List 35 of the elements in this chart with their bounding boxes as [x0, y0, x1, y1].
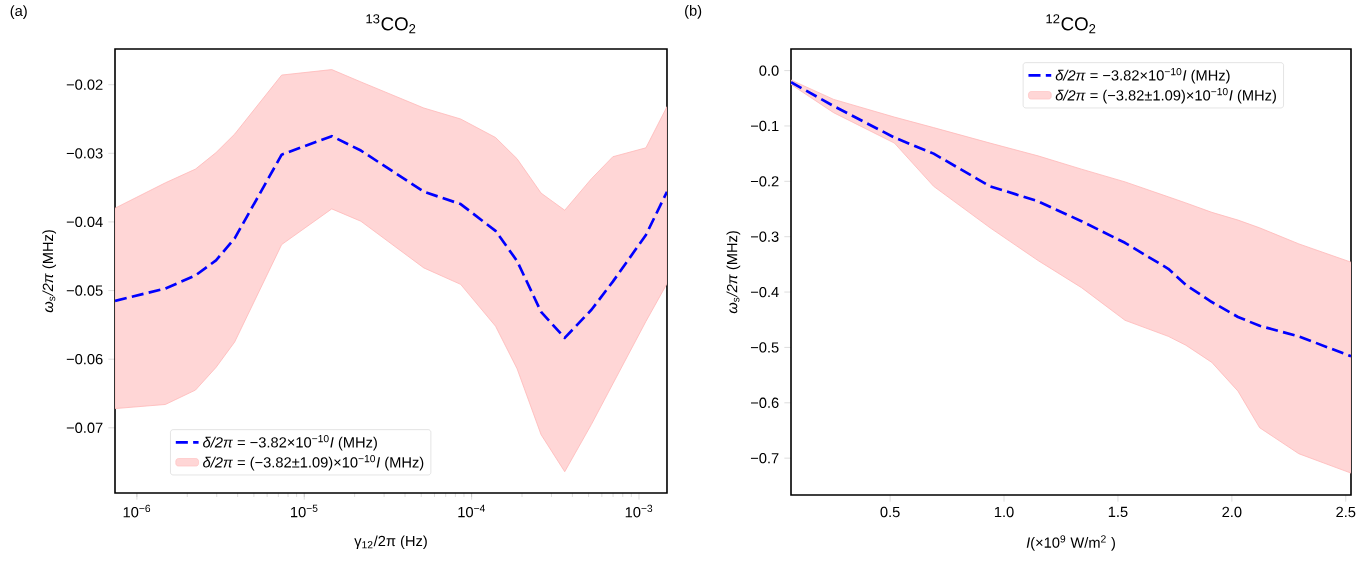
y-tick-label: −0.05 — [66, 285, 103, 296]
y-axis-title: ω$_{s}$/2π (MHz) — [42, 230, 57, 313]
text: (b) — [685, 5, 702, 19]
y-tick-label: −0.5 — [750, 342, 779, 353]
text: (a) — [10, 5, 27, 19]
y-tick-label: 0.0 — [759, 65, 779, 76]
x-tick-label: 10$^{−3}$ — [625, 504, 653, 518]
y-tick-label: −0.1 — [750, 120, 779, 132]
y-tick-label: −0.02 — [66, 79, 103, 90]
y-tick-label: −0.2 — [750, 176, 779, 187]
y-tick-label: −0.04 — [66, 216, 103, 228]
x-tick-label: 2.0 — [1222, 506, 1242, 518]
chart-title: $^{13}$CO$_{2}$ — [366, 14, 416, 34]
x-tick-label: 1.5 — [1108, 506, 1128, 518]
x-axis-title: γ$_{12}$/2π (Hz) — [354, 535, 427, 550]
x-axis-title: I(×10$^{9}$ W/m$^{2}$ ) — [1026, 535, 1115, 551]
legend-label: δ/2π = −3.82×10$^{−10}$I (MHz) — [203, 434, 377, 451]
x-tick-label: 10$^{−5}$ — [291, 504, 318, 518]
legend-label: δ/2π = −3.82×10$^{−10}$I (MHz) — [1055, 67, 1230, 84]
y-tick-label: −0.6 — [750, 397, 779, 408]
y-tick-label: −0.03 — [66, 148, 103, 159]
x-tick-label: 2.5 — [1336, 506, 1356, 518]
annotation: δ/2π = (−3.82±1.09)×10$^{−10}$I (MHz) — [1055, 87, 1276, 104]
annotation: δ/2π = (−3.82±1.09)×10$^{−10}$I (MHz) — [203, 454, 424, 471]
x-tick-label: 1.0 — [994, 506, 1014, 518]
x-tick-label: 10$^{−4}$ — [458, 504, 485, 518]
chart-title: $^{12}$CO$_{2}$ — [1046, 14, 1096, 34]
y-tick-label: −0.3 — [750, 231, 779, 242]
y-tick-label: −0.06 — [66, 354, 103, 365]
x-tick-label: 10$^{−6}$ — [123, 504, 151, 518]
y-tick-label: −0.7 — [750, 452, 779, 464]
x-tick-label: 0.5 — [880, 506, 900, 518]
y-tick-label: −0.07 — [66, 422, 103, 433]
y-axis-title: ω$_{s}$/2π (MHz) — [726, 231, 741, 314]
y-tick-label: −0.4 — [750, 286, 779, 298]
